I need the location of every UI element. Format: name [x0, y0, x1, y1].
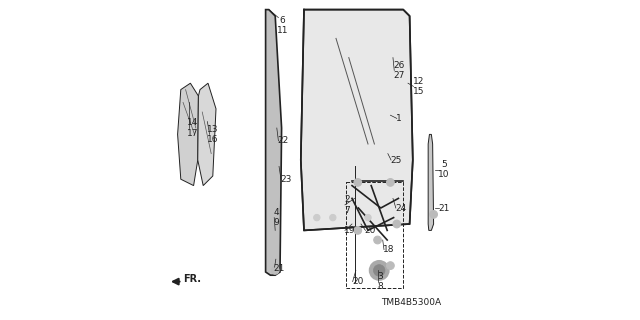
Text: 25: 25	[390, 156, 402, 164]
Text: 20: 20	[365, 226, 376, 235]
Text: 6
11: 6 11	[277, 16, 288, 35]
Text: FR.: FR.	[183, 274, 201, 284]
Polygon shape	[266, 10, 282, 275]
Text: 18: 18	[383, 245, 395, 254]
Text: 5
10: 5 10	[438, 160, 450, 179]
Circle shape	[374, 265, 385, 276]
Text: 22: 22	[278, 136, 289, 145]
Circle shape	[393, 220, 401, 228]
Text: 20: 20	[352, 277, 364, 286]
Circle shape	[370, 261, 389, 280]
Circle shape	[387, 262, 394, 269]
Circle shape	[365, 214, 371, 221]
Text: 21: 21	[274, 264, 285, 273]
Text: 12
15: 12 15	[413, 77, 424, 96]
Circle shape	[430, 211, 438, 218]
Circle shape	[354, 179, 362, 186]
Text: TMB4B5300A: TMB4B5300A	[381, 298, 442, 307]
Text: 24: 24	[396, 204, 406, 212]
Text: 19: 19	[344, 226, 355, 235]
Polygon shape	[178, 83, 198, 186]
Text: 3
8: 3 8	[378, 272, 383, 291]
Text: 23: 23	[280, 175, 291, 184]
Circle shape	[374, 236, 381, 244]
Circle shape	[271, 267, 279, 274]
Text: 26
27: 26 27	[394, 61, 405, 80]
Polygon shape	[301, 10, 413, 230]
Circle shape	[354, 227, 362, 234]
Text: 4
9: 4 9	[274, 208, 279, 227]
Text: 13
16: 13 16	[207, 125, 219, 144]
Text: 2
7: 2 7	[344, 195, 349, 214]
Text: 21: 21	[438, 204, 450, 212]
Circle shape	[314, 214, 320, 221]
Circle shape	[330, 214, 336, 221]
Circle shape	[387, 179, 394, 186]
Text: 14
17: 14 17	[187, 118, 198, 138]
Text: 1: 1	[396, 114, 402, 123]
Polygon shape	[428, 134, 434, 230]
Polygon shape	[198, 83, 216, 186]
